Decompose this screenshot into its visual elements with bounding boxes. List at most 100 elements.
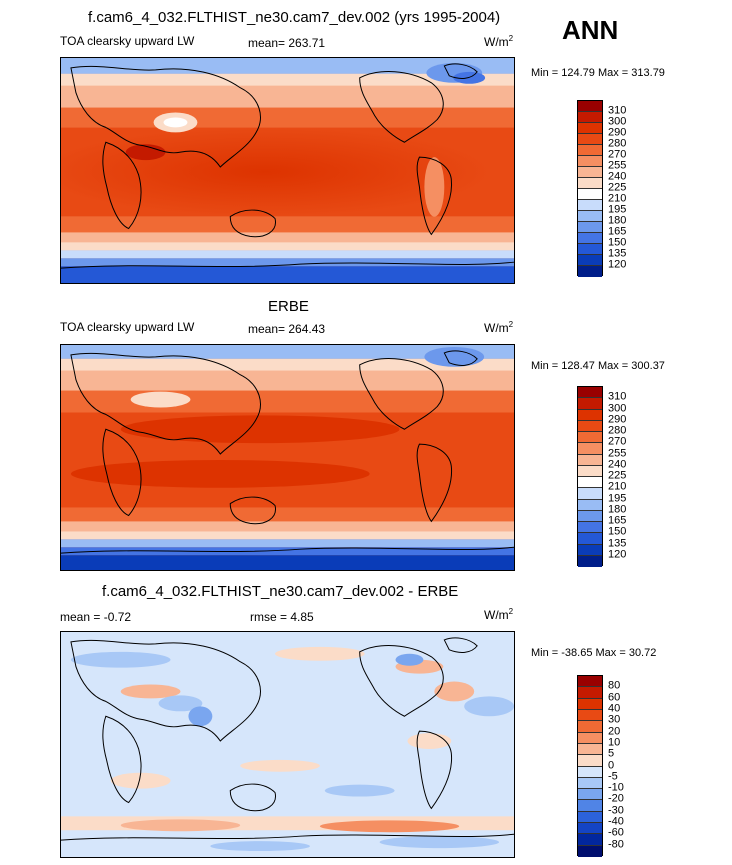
colorbar-swatch (578, 676, 602, 688)
colorbar-swatch (578, 134, 602, 145)
colorbar-swatch (578, 387, 602, 399)
colorbar-swatch (578, 544, 602, 556)
colorbar-swatch (578, 432, 602, 444)
colorbar-swatch (578, 533, 602, 545)
colorbar-tick-label: 210 (608, 192, 627, 205)
panel-2-mean: mean= 264.43 (248, 322, 326, 336)
colorbar-swatch (578, 488, 602, 500)
panel-3-rmse: rmse = 4.85 (250, 610, 314, 624)
panel-3-map (60, 631, 515, 858)
colorbar-tick-label: 165 (608, 225, 627, 238)
colorbar-swatch (578, 698, 602, 710)
colorbar-swatch (578, 499, 602, 511)
colorbar-tick-label: 270 (608, 148, 627, 161)
colorbar-tick-label: 180 (608, 214, 627, 227)
colorbar-swatch (578, 687, 602, 699)
colorbar-tick-label: 10 (608, 736, 621, 749)
colorbar-tick-label: 195 (608, 203, 627, 216)
panel-2-colorbar (577, 386, 603, 567)
panel-1-map (60, 57, 515, 284)
colorbar-tick-label: 135 (608, 247, 627, 260)
panel-1-title: f.cam6_4_032.FLTHIST_ne30.cam7_dev.002 (… (88, 9, 501, 26)
colorbar-swatch (578, 233, 602, 244)
colorbar-swatch (578, 477, 602, 489)
colorbar-tick-label: -60 (608, 826, 624, 839)
colorbar-swatch (578, 255, 602, 266)
panel-1-mean: mean= 263.71 (248, 36, 326, 50)
colorbar-swatch (578, 555, 602, 567)
colorbar-tick-label: 0 (608, 759, 615, 771)
colorbar-swatch (578, 510, 602, 522)
colorbar-swatch (578, 167, 602, 178)
colorbar-swatch (578, 189, 602, 200)
colorbar-tick-label: 180 (608, 503, 627, 516)
colorbar-swatch (578, 522, 602, 534)
panel-1-variable: TOA clearsky upward LW (60, 34, 195, 48)
colorbar-tick-label: 300 (608, 115, 627, 128)
colorbar-tick-label: 225 (608, 469, 627, 482)
panel-2-title: ERBE (268, 298, 309, 315)
colorbar-tick-label: 150 (608, 236, 627, 249)
colorbar-tick-label: 30 (608, 713, 621, 726)
colorbar-swatch (578, 156, 602, 167)
colorbar-tick-label: -20 (608, 792, 624, 805)
colorbar-swatch (578, 834, 602, 846)
colorbar-tick-label: 255 (608, 447, 627, 459)
panel-1-minmax: Min = 124.79 Max = 313.79 (531, 67, 665, 79)
colorbar-swatch (578, 454, 602, 466)
colorbar-tick-label: 165 (608, 514, 627, 527)
colorbar-swatch (578, 743, 602, 756)
panel-2-variable: TOA clearsky upward LW (60, 320, 195, 334)
colorbar-swatch (578, 244, 602, 255)
colorbar-tick-label: -10 (608, 781, 624, 794)
colorbar-swatch (578, 766, 602, 778)
panel-3-units: W/m2 (484, 607, 514, 622)
colorbar-tick-label: 280 (608, 424, 627, 437)
colorbar-swatch (578, 755, 602, 767)
colorbar-tick-label: 150 (608, 525, 627, 538)
colorbar-swatch (578, 800, 602, 812)
panel-3-mean: mean = -0.72 (60, 610, 132, 624)
colorbar-tick-label: 120 (608, 258, 627, 271)
panel-3-title: f.cam6_4_032.FLTHIST_ne30.cam7_dev.002 -… (102, 583, 459, 600)
colorbar-tick-label: -40 (608, 815, 624, 828)
colorbar-tick-label: 80 (608, 679, 621, 692)
colorbar-swatch (578, 178, 602, 189)
colorbar-swatch (578, 789, 602, 801)
colorbar-tick-label: 135 (608, 537, 627, 549)
panel-1-units: W/m2 (484, 34, 514, 49)
colorbar-swatch (578, 709, 602, 722)
colorbar-swatch (578, 145, 602, 156)
colorbar-swatch (578, 211, 602, 222)
panel-3-minmax: Min = -38.65 Max = 30.72 (531, 647, 657, 659)
colorbar-tick-label: 240 (608, 458, 627, 471)
colorbar-tick-label: 5 (608, 747, 615, 760)
colorbar-tick-label: 210 (608, 480, 627, 493)
colorbar-tick-label: 255 (608, 159, 627, 172)
colorbar-tick-label: 120 (608, 548, 627, 561)
colorbar-tick-label: 225 (608, 181, 627, 194)
colorbar-tick-label: 270 (608, 435, 627, 448)
colorbar-tick-label: 195 (608, 492, 627, 504)
colorbar-swatch (578, 123, 602, 134)
colorbar-swatch (578, 465, 602, 477)
panel-2-units: W/m2 (484, 320, 514, 335)
colorbar-swatch (578, 222, 602, 233)
colorbar-swatch (578, 101, 602, 112)
colorbar-swatch (578, 823, 602, 835)
colorbar-swatch (578, 811, 602, 824)
colorbar-tick-label: 20 (608, 725, 621, 738)
colorbar-tick-label: 310 (608, 104, 627, 117)
colorbar-swatch (578, 845, 602, 857)
colorbar-swatch (578, 266, 602, 277)
colorbar-swatch (578, 200, 602, 211)
colorbar-tick-label: 60 (608, 691, 621, 704)
colorbar-swatch (578, 112, 602, 123)
colorbar-swatch (578, 777, 602, 790)
colorbar-swatch (578, 420, 602, 432)
colorbar-tick-label: 290 (608, 126, 627, 139)
colorbar-tick-label: -30 (608, 804, 624, 817)
colorbar-tick-label: -80 (608, 838, 624, 851)
colorbar-swatch (578, 732, 602, 744)
colorbar-tick-label: 280 (608, 137, 627, 150)
